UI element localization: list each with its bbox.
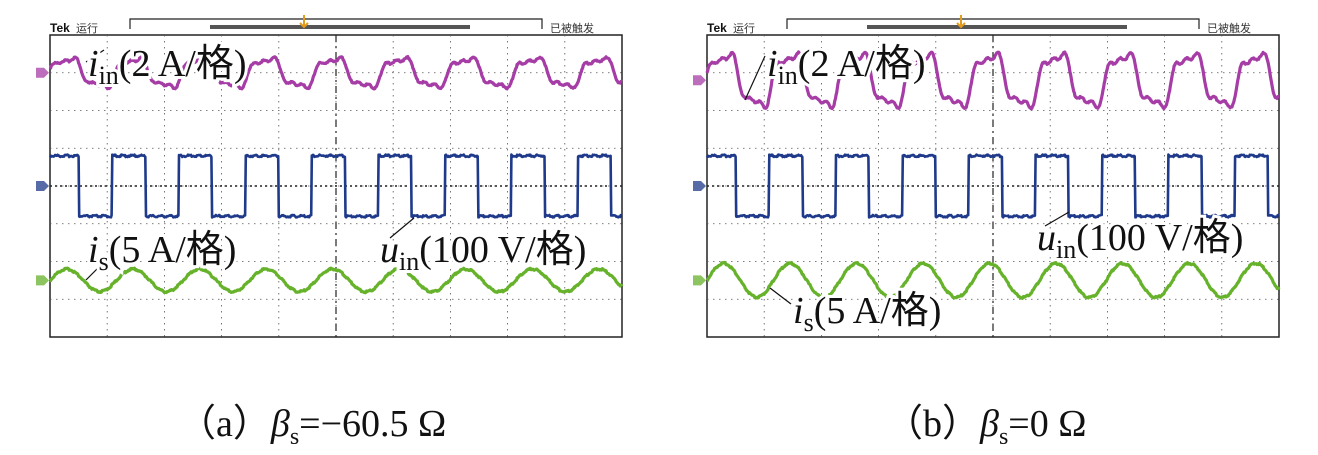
trace-uin-leader-line: [389, 217, 415, 239]
record-window: [867, 25, 1127, 29]
record-window: [210, 25, 470, 29]
trace-symbol: i: [767, 43, 778, 85]
caption-value: =0 Ω: [1008, 403, 1087, 445]
trace-subscript: in: [99, 61, 119, 90]
brand-label: Tek: [50, 21, 70, 35]
run-state-label: 运行: [76, 22, 98, 35]
trace-uin-label: uin(100 V/格): [1037, 217, 1243, 264]
trace-is-line: [49, 266, 624, 295]
trigger-position-icon: [956, 15, 966, 29]
trace-symbol: u: [380, 229, 399, 271]
scope-header: Tek 运行 已被触发: [707, 15, 1251, 35]
caption-b: （b）βs=0 Ω: [885, 392, 1086, 451]
caption-label: （a）: [178, 403, 271, 445]
trace-scale: (2 A/格): [798, 43, 926, 85]
trace-uin-leader-line: [1044, 211, 1070, 227]
caption-label: （b）: [885, 403, 981, 445]
trace-subscript: s: [804, 308, 814, 337]
trace-symbol: i: [793, 290, 804, 332]
channel-marker-is-icon: [36, 275, 49, 286]
caption-subscript: s: [289, 424, 300, 450]
trigger-position-icon: [299, 15, 309, 29]
trace-symbol: i: [88, 229, 99, 271]
trace-symbol: i: [88, 43, 99, 85]
trace-is-label: is(5 A/格): [793, 290, 941, 337]
scope-panel-b: Tek 运行 已被触发 iin(2 A/格) uin(100 V/格) is(5 A/格)…: [685, 0, 1285, 455]
trigger-state-label: 已被触发: [1207, 21, 1251, 35]
trace-symbol: u: [1037, 217, 1056, 259]
trace-iin-leader-line: [85, 49, 105, 63]
caption-symbol: β: [980, 403, 999, 445]
caption-subscript: s: [998, 424, 1009, 450]
brand-label: Tek: [707, 21, 727, 35]
trace-subscript: in: [1056, 235, 1076, 264]
trace-uin-label: uin(100 V/格): [380, 229, 586, 276]
trace-uin-line: [705, 153, 1280, 219]
trace-is-leader-line: [769, 287, 792, 305]
trace-is-leader-line: [85, 263, 103, 281]
record-length-bar: [129, 18, 543, 29]
trace-subscript: in: [778, 61, 798, 90]
caption-symbol: β: [270, 403, 290, 445]
trace-scale: (5 A/格): [109, 229, 237, 271]
scope-header: Tek 运行 已被触发: [50, 15, 594, 35]
trace-iin-label: iin(2 A/格): [767, 43, 926, 90]
caption-a: （a）βs=−60.5 Ω: [178, 392, 446, 451]
trace-scale: (2 A/格): [119, 43, 247, 85]
channel-marker-iin-icon: [693, 75, 706, 86]
trigger-state-label: 已被触发: [550, 21, 594, 35]
trace-is-line: [706, 260, 1281, 300]
run-state-label: 运行: [733, 22, 755, 35]
trace-scale: (100 V/格): [419, 229, 586, 271]
trace-subscript: in: [399, 247, 419, 276]
channel-marker-is-icon: [693, 275, 706, 286]
trace-iin-line: [48, 54, 624, 91]
trace-scale: (5 A/格): [814, 290, 942, 332]
channel-marker-uin-icon: [36, 181, 49, 191]
channel-marker-iin-icon: [36, 67, 49, 78]
trace-scale: (100 V/格): [1076, 217, 1243, 259]
trace-iin-line: [705, 50, 1281, 111]
channel-marker-uin-icon: [693, 181, 706, 191]
trace-iin-leader-line: [744, 55, 766, 101]
record-length-bar: [786, 18, 1200, 29]
trace-iin-label: iin(2 A/格): [88, 43, 247, 90]
caption-value: =−60.5 Ω: [299, 403, 447, 445]
scope-panel-a: Tek 运行 已被触发 iin(2 A/格) uin(100 V/格) is(5 A/格)…: [30, 0, 630, 455]
trace-uin-line: [48, 153, 623, 219]
trace-is-label: is(5 A/格): [88, 229, 236, 276]
trace-subscript: s: [99, 247, 109, 276]
